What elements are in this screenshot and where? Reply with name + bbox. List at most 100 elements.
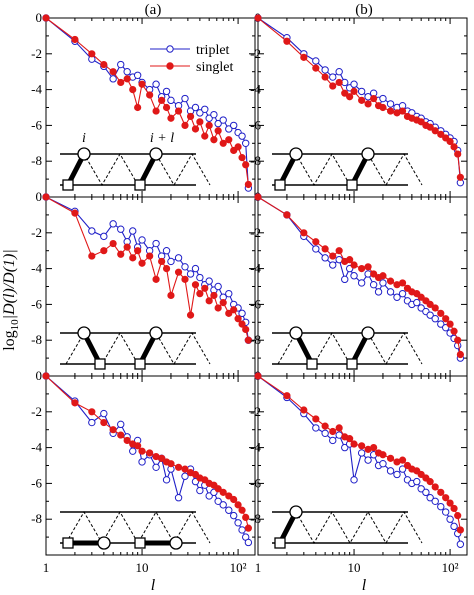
singlet-point [174,268,183,276]
singlet-point [225,309,233,317]
singlet-point [283,211,291,219]
singlet-point [454,512,462,520]
triplet-point [238,526,246,534]
triplet-point [129,447,137,455]
y-axis-label: log10|D(l)/D(1)| [1,249,21,351]
lattice-inset [60,511,211,550]
triplet-point [238,132,246,140]
singlet-point [214,304,222,312]
singlet-point [300,406,308,414]
triplet-point [229,121,238,130]
triplet-point [398,289,407,298]
singlet-point [225,136,233,144]
lattice-zigzag [277,511,423,544]
singlet-point [321,73,329,81]
triplet-point [196,273,204,282]
singlet-point [329,427,337,436]
singlet-point [254,14,262,22]
singlet-point [181,121,189,130]
triplet-point [379,94,387,103]
singlet-point [398,279,407,287]
y-tick-label: -2 [250,225,261,240]
triplet-point [201,105,209,113]
singlet-point [346,93,354,101]
x-tick-label: 10 [136,560,149,575]
triplet-point [174,254,183,262]
singlet-point [117,431,125,439]
triplet-point [152,80,160,88]
triplet-point [398,465,407,473]
triplet-point [100,232,108,241]
lattice-site-circle [169,536,183,550]
triplet-point [431,315,439,323]
singlet-point [254,193,262,201]
singlet-point [158,454,166,462]
panel-row2-a: 0 -2 -4 -6 -8 [31,189,256,377]
y-tick-label: -2 [250,46,261,61]
triplet-point [181,94,189,103]
singlet-point [346,435,354,443]
triplet-point [329,436,337,445]
singlet-point [196,290,204,298]
triplet-point [162,247,171,255]
singlet-point [219,488,227,496]
singlet-point [454,150,462,158]
singlet-point [191,125,200,133]
singlet-point [129,86,137,94]
singlet-point [312,64,320,72]
triplet-point [386,467,395,475]
triplet-point [152,239,160,248]
y-tick-label: -4 [250,82,261,97]
y-tick-label: -8 [31,153,42,168]
singlet-point [100,60,108,69]
triplet-point [167,257,175,266]
singlet-point [364,100,372,108]
singlet-point [234,501,242,509]
singlet-point [358,264,366,273]
y-tick-label: -4 [250,261,261,276]
singlet-point [370,94,378,103]
y-tick-label: -2 [31,404,42,419]
lattice-zigzag [65,511,211,544]
triplet-point [244,538,253,547]
lattice-site-square [94,358,106,370]
singlet-point [442,494,450,502]
triplet-point [417,485,425,493]
triplet-point [426,311,434,319]
singlet-point [238,320,246,328]
triplet-point [129,227,137,235]
y-tick-label: -6 [250,296,261,311]
y-axis-label-sub: 10 [9,319,21,331]
triplet-point [219,501,227,509]
y-tick-label: -8 [250,153,261,168]
singlet-point [88,252,96,260]
triplet-point [191,103,200,112]
singlet-point [379,451,387,459]
singlet-point [196,118,204,126]
triplet-point [321,66,329,74]
lattice-site-circle [361,326,375,340]
panel-row3-a: 0 -2 -4 -6 -8 1 10 10² [31,368,256,575]
singlet-point [100,247,108,255]
singlet-point [42,372,50,380]
singlet-point [456,350,464,359]
y-tick-label: -2 [31,46,42,61]
singlet-point [350,440,358,448]
singlet-point [321,422,329,430]
singlet-point [450,143,458,151]
y-tick-label: -6 [250,117,261,132]
singlet-point [71,209,79,217]
singlet-point [450,327,458,335]
singlet-point [358,96,366,104]
y-tick-label: -4 [250,440,261,455]
y-tick-label: -2 [250,404,261,419]
singlet-point [398,456,407,464]
triplet-point [225,506,233,514]
triplet-point [117,420,125,429]
singlet-point [109,239,117,248]
triplet-point [350,272,358,280]
triplet-point [133,71,142,79]
singlet-point [117,250,125,258]
triplet-point [219,116,227,124]
triplet-point [417,304,425,312]
